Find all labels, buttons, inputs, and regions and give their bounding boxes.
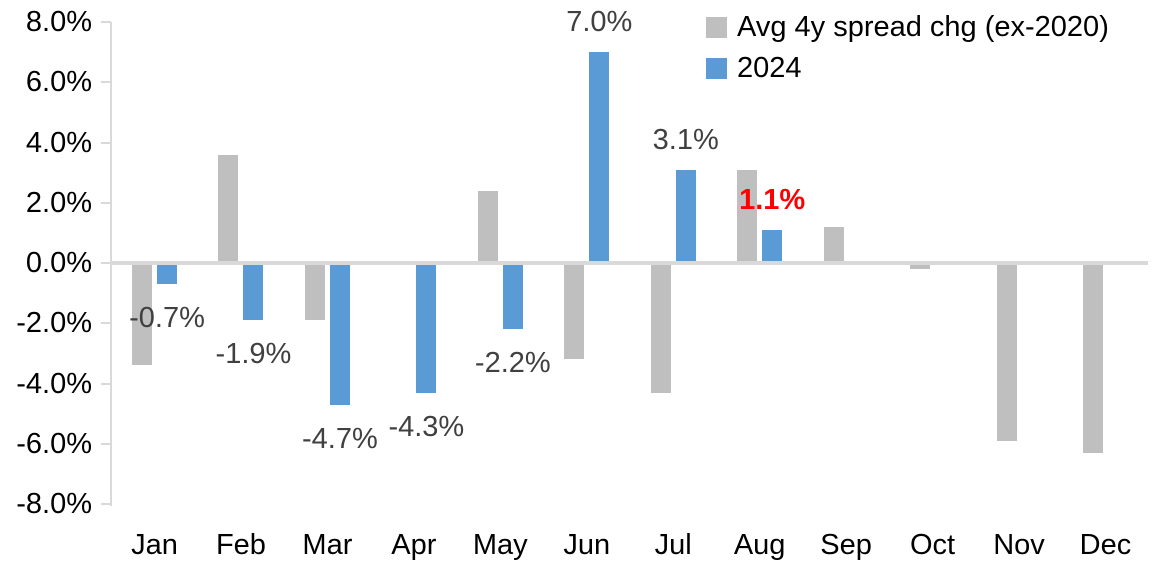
x-axis-label-nov: Nov: [993, 529, 1045, 561]
y-axis-tick-label: -2.0%: [16, 307, 92, 340]
bar-avg4y-nov: [996, 263, 1017, 441]
data-label-mar: -4.7%: [302, 422, 378, 455]
legend-label-avg4y: Avg 4y spread chg (ex-2020): [737, 10, 1109, 43]
data-label-jan: -0.7%: [129, 302, 205, 335]
x-axis-label-dec: Dec: [1079, 529, 1132, 561]
data-label-jun: 7.0%: [566, 6, 633, 39]
x-axis-label-feb: Feb: [215, 529, 266, 561]
bar-avg4y-jan: [132, 263, 152, 366]
y-axis-tick-mark: [101, 201, 111, 204]
bar-2024-may: [502, 263, 523, 330]
data-label-aug: 1.1%: [739, 183, 806, 216]
legend-swatch-2024-icon: [706, 57, 727, 79]
y-axis-tick-mark: [101, 21, 111, 23]
bar-avg4y-aug: [737, 169, 758, 263]
x-axis-label-may: May: [472, 529, 528, 561]
bar-avg4y-jul: [650, 263, 671, 393]
y-axis-tick-label: -8.0%: [16, 488, 92, 520]
x-axis-label-sep: Sep: [820, 529, 872, 561]
y-axis-tick-mark: [101, 81, 111, 84]
bar-avg4y-oct: [910, 263, 931, 270]
legend-label-2024: 2024: [737, 51, 802, 84]
zero-axis-line: [111, 261, 1148, 265]
y-axis-tick-label: 2.0%: [25, 186, 92, 219]
bar-2024-mar: [329, 263, 350, 405]
bar-avg4y-may: [477, 190, 498, 263]
bar-2024-aug: [762, 229, 783, 263]
bar-2024-jun: [589, 52, 610, 263]
x-axis-label-jul: Jul: [654, 529, 692, 561]
y-axis-tick-label: 0.0%: [25, 247, 92, 279]
data-label-apr: -4.3%: [388, 410, 465, 443]
x-axis-label-apr: Apr: [391, 529, 437, 561]
y-axis-tick-label: -6.0%: [16, 427, 92, 460]
x-axis-label-mar: Mar: [302, 529, 353, 561]
y-axis-tick-mark: [101, 141, 111, 144]
y-axis-tick-mark: [101, 503, 111, 505]
bar-2024-apr: [416, 263, 437, 393]
bar-2024-feb: [243, 263, 264, 321]
x-axis-label-jun: Jun: [563, 529, 611, 561]
y-axis-tick-mark: [101, 442, 111, 445]
bar-avg4y-sep: [823, 226, 844, 263]
y-axis-tick-mark: [101, 382, 111, 385]
legend-item-avg4y: Avg 4y spread chg (ex-2020): [706, 10, 1109, 44]
y-axis-tick-label: 6.0%: [25, 66, 92, 99]
bar-2024-jul: [675, 169, 696, 263]
bar-avg4y-jun: [564, 263, 585, 360]
x-axis-label-oct: Oct: [909, 529, 956, 561]
legend-item-2024: 2024: [706, 51, 1109, 85]
data-label-may: -2.2%: [474, 347, 551, 380]
chart-legend: Avg 4y spread chg (ex-2020) 2024: [706, 10, 1109, 92]
legend-swatch-avg4y-icon: [706, 16, 727, 38]
y-axis-tick-label: 8.0%: [25, 6, 92, 38]
data-label-jul: 3.1%: [652, 123, 719, 156]
x-axis-label-jan: Jan: [131, 529, 178, 561]
bar-avg4y-dec: [1082, 263, 1103, 453]
y-axis-tick-label: 4.0%: [25, 126, 92, 159]
y-axis-tick-mark: [101, 262, 111, 264]
x-axis-label-aug: Aug: [733, 529, 786, 561]
y-axis-tick-mark: [101, 322, 111, 325]
y-axis-tick-label: -4.0%: [16, 367, 92, 400]
data-label-feb: -1.9%: [215, 338, 292, 371]
bar-2024-jan: [157, 263, 177, 285]
bar-avg4y-feb: [218, 154, 239, 263]
bar-avg4y-mar: [304, 263, 325, 321]
